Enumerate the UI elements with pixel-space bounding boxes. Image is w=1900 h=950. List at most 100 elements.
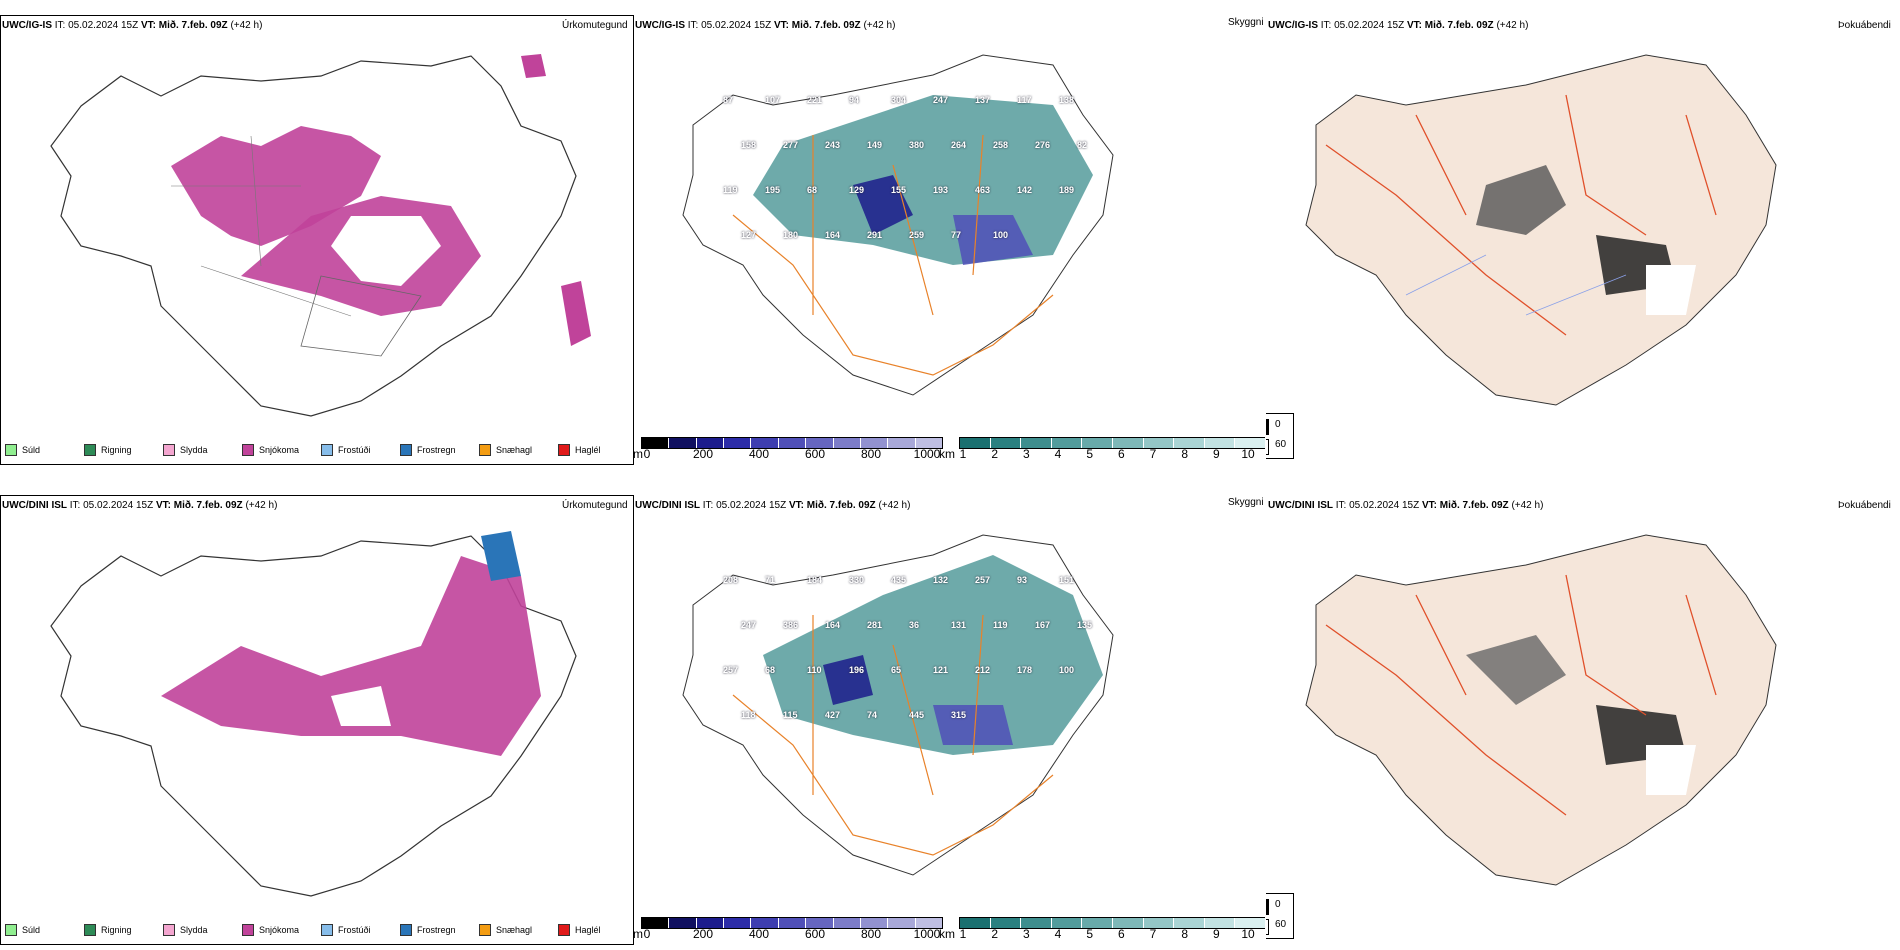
legend-label: Haglél	[575, 445, 601, 455]
fog-legend-bottom: 0 60	[1266, 893, 1294, 939]
legend-item-snjókoma: Snjókoma	[242, 924, 321, 936]
scale-color-step	[960, 918, 991, 928]
row2-lead: (+42 h)	[245, 500, 278, 511]
scale-tick-label: 1000	[913, 447, 941, 461]
legend-item-frostregn: Frostregn	[400, 444, 479, 456]
scale-color-step	[1235, 918, 1265, 928]
scale-tick-label: 2	[991, 927, 998, 941]
scale-color-step	[1143, 438, 1175, 448]
scale-tick-label: 600	[804, 447, 826, 461]
cloud-height-label: 119	[723, 185, 738, 195]
legend-item-frostúði: Frostúði	[321, 924, 400, 936]
cloud-height-label: 131	[951, 620, 967, 630]
scale-tick-label: 2	[991, 447, 998, 461]
legend-swatch	[5, 444, 17, 456]
title-fog-bottom: Þokuábendi	[1838, 500, 1891, 511]
cloud-height-label: 94	[849, 95, 860, 105]
scale-color-step	[1235, 438, 1265, 448]
row2-lead-2: (+42 h)	[878, 500, 911, 511]
cloud-base-panel-bottom: m 0 200 400 600 800 1000 km 1 2 3 4 5 6 7 8 9 10 208 71…	[633, 495, 1265, 943]
scale-color-step	[1051, 438, 1083, 448]
legend-item-rigning: Rigning	[84, 444, 163, 456]
scale-tick-label: 1000	[913, 927, 941, 941]
row1-it: IT: 05.02.2024 15Z	[54, 20, 139, 31]
scale-tick-label: 0	[643, 447, 651, 461]
scale-tick-label: 200	[692, 927, 714, 941]
legend-label: Snjókoma	[259, 925, 300, 935]
legend-item-haglél: Haglél	[558, 924, 633, 936]
cloud-height-label: 281	[867, 620, 883, 630]
row1-header-cloud: UWC/IG-IS IT: 05.02.2024 15Z VT: Mið. 7.…	[635, 20, 895, 31]
scale-color-step	[1021, 918, 1052, 928]
scale-tick-label: 8	[1181, 927, 1188, 941]
row2-vt: VT: Mið. 7.feb. 09Z	[155, 500, 243, 511]
fog-legend-top-0: 0	[1275, 419, 1281, 430]
legend-swatch	[321, 444, 333, 456]
cloud-height-label: 142	[1017, 185, 1033, 195]
legend-swatch	[84, 924, 96, 936]
scale-tick-label: 4	[1054, 927, 1062, 941]
legend-label: Súld	[22, 445, 41, 455]
row1-header-precip: UWC/IG-IS IT: 05.02.2024 15Z VT: Mið. 7.…	[2, 20, 262, 31]
scale-color-step	[696, 918, 725, 928]
scale-color-step	[1082, 438, 1113, 448]
precip-type-panel-bottom: Súld Rigning Slydda Snjókoma Frostúði Frostre…	[0, 495, 634, 945]
legend-swatch	[321, 924, 333, 936]
row2-it: IT: 05.02.2024 15Z	[69, 500, 154, 511]
cloud-height-label: 180	[783, 230, 799, 240]
scale-color-step	[642, 918, 670, 928]
cloud-height-label: 36	[909, 620, 920, 630]
cloud-height-label: 212	[975, 665, 991, 675]
legend-label: Frostregn	[417, 925, 456, 935]
scale-tick-label: 4	[1054, 447, 1062, 461]
scale-color-step	[642, 438, 670, 448]
cloud-height-label: 258	[993, 140, 1009, 150]
scale-tick-label: 6	[1117, 447, 1125, 461]
row1-lead-3: (+42 h)	[1496, 20, 1529, 31]
scale-tick-label: 3	[1022, 447, 1030, 461]
scale-tick-label: 400	[748, 447, 770, 461]
cloud-height-label: 257	[723, 665, 739, 675]
scale-color-step	[1174, 438, 1205, 448]
legend-item-frostúði: Frostúði	[321, 444, 400, 456]
visibility-scale-bar-bottom	[959, 917, 1265, 929]
cloud-height-label: 74	[867, 710, 878, 720]
scale-color-step	[669, 918, 697, 928]
cloud-height-label: 127	[741, 230, 757, 240]
scale-color-step	[1204, 438, 1236, 448]
legend-item-snæhagl: Snæhagl	[479, 924, 558, 936]
row1-it-3: IT: 05.02.2024 15Z	[1320, 20, 1405, 31]
cloud-height-label: 380	[909, 140, 925, 150]
scale-color-step	[1112, 438, 1144, 448]
cloud-height-label: 178	[1017, 665, 1033, 675]
cloud-height-label: 189	[1059, 185, 1075, 195]
legend-item-slydda: Slydda	[163, 444, 242, 456]
legend-label: Snæhagl	[496, 925, 533, 935]
cloud-height-label: 135	[1077, 620, 1093, 630]
scale-color-step	[778, 438, 807, 448]
title-fog-top: Þokuábendi	[1838, 20, 1891, 31]
cloud-height-label: 71	[765, 575, 776, 585]
legend-swatch	[479, 444, 491, 456]
cloud-base-panel-top: m 0 200 400 600 800 1000 km 1 2 3 4 5 6 7 8 9 10 87 107…	[633, 15, 1265, 463]
legend-label: Snjókoma	[259, 445, 300, 455]
cloud-height-label: 330	[849, 575, 865, 585]
scale-color-step	[915, 918, 942, 928]
scale-tick-label: 800	[860, 447, 882, 461]
cloud-height-label: 164	[825, 620, 841, 630]
scale-color-step	[1143, 918, 1175, 928]
row2-it-3: IT: 05.02.2024 15Z	[1335, 500, 1420, 511]
cloud-height-label: 117	[1017, 95, 1032, 105]
unit-km-top: km	[939, 447, 955, 461]
legend-item-rigning: Rigning	[84, 924, 163, 936]
cloud-height-label: 68	[765, 665, 776, 675]
fog-panel-top: 0 60	[1266, 15, 1900, 463]
legend-item-frostregn: Frostregn	[400, 924, 479, 936]
cloud-height-label: 132	[933, 575, 949, 585]
cloud-height-label: 247	[933, 95, 949, 105]
title-precip-bottom: Úrkomutegund	[562, 500, 628, 511]
title-precip-top: Úrkomutegund	[562, 20, 628, 31]
unit-m-top: m	[633, 447, 643, 461]
row1-vt-2: VT: Mið. 7.feb. 09Z	[773, 20, 861, 31]
cloud-height-label: 119	[993, 620, 1008, 630]
